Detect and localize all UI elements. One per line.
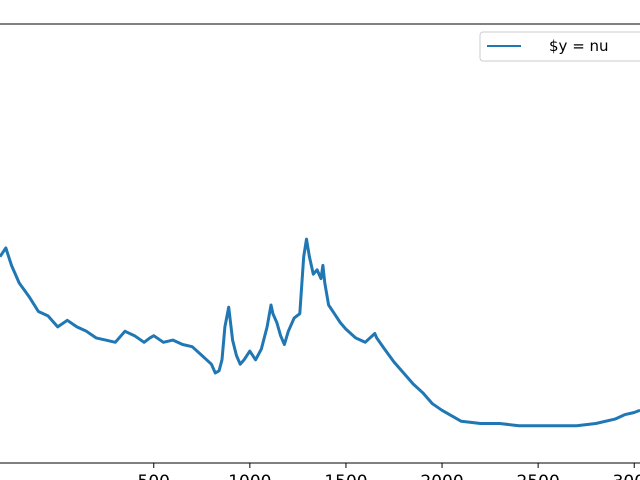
x-tick-label: 500 [138, 472, 170, 480]
x-tick-label: 1500 [324, 472, 367, 480]
legend-label: $y = nu [549, 37, 609, 55]
x-axis-ticks: 500 1000 1500 2000 2500 3000 [138, 463, 640, 480]
x-tick-label: 2500 [517, 472, 560, 480]
x-tick-label: 1000 [228, 472, 271, 480]
legend: $y = nu [479, 31, 640, 62]
axes [0, 23, 640, 464]
legend-box [479, 31, 640, 62]
x-tick-label: 2000 [420, 472, 463, 480]
x-tick-label: 3000 [613, 472, 640, 480]
plot-area [0, 237, 640, 428]
series-line [0, 237, 640, 428]
